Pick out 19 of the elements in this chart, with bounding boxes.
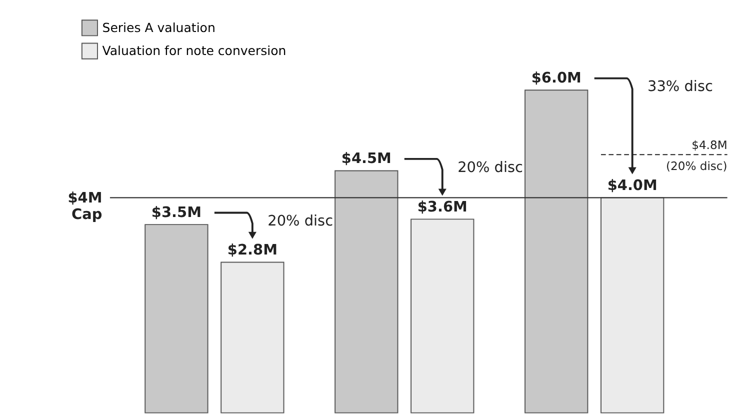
- ref-line-label: $4.8M (20% disc): [666, 138, 728, 174]
- bar: [524, 90, 588, 414]
- legend-label: Series A valuation: [102, 20, 216, 35]
- annotation: 33% disc: [648, 79, 713, 96]
- annotation: 20% disc: [458, 160, 524, 176]
- legend-label: Valuation for note conversion: [102, 42, 286, 58]
- data-label: $4.5M: [341, 151, 392, 168]
- bar: [410, 218, 474, 414]
- data-label: $3.6M: [417, 199, 468, 216]
- bar: [144, 224, 208, 414]
- data-label: $4.0M: [607, 178, 658, 194]
- bar: [334, 170, 398, 414]
- data-label: $6.0M: [531, 70, 582, 86]
- annotation: 20% disc: [268, 214, 334, 230]
- ref-line-label: $4M Cap: [68, 190, 102, 223]
- data-label: $3.5M: [151, 204, 202, 221]
- bar: [220, 262, 284, 414]
- data-label: $2.8M: [227, 242, 278, 258]
- bar: [600, 197, 664, 414]
